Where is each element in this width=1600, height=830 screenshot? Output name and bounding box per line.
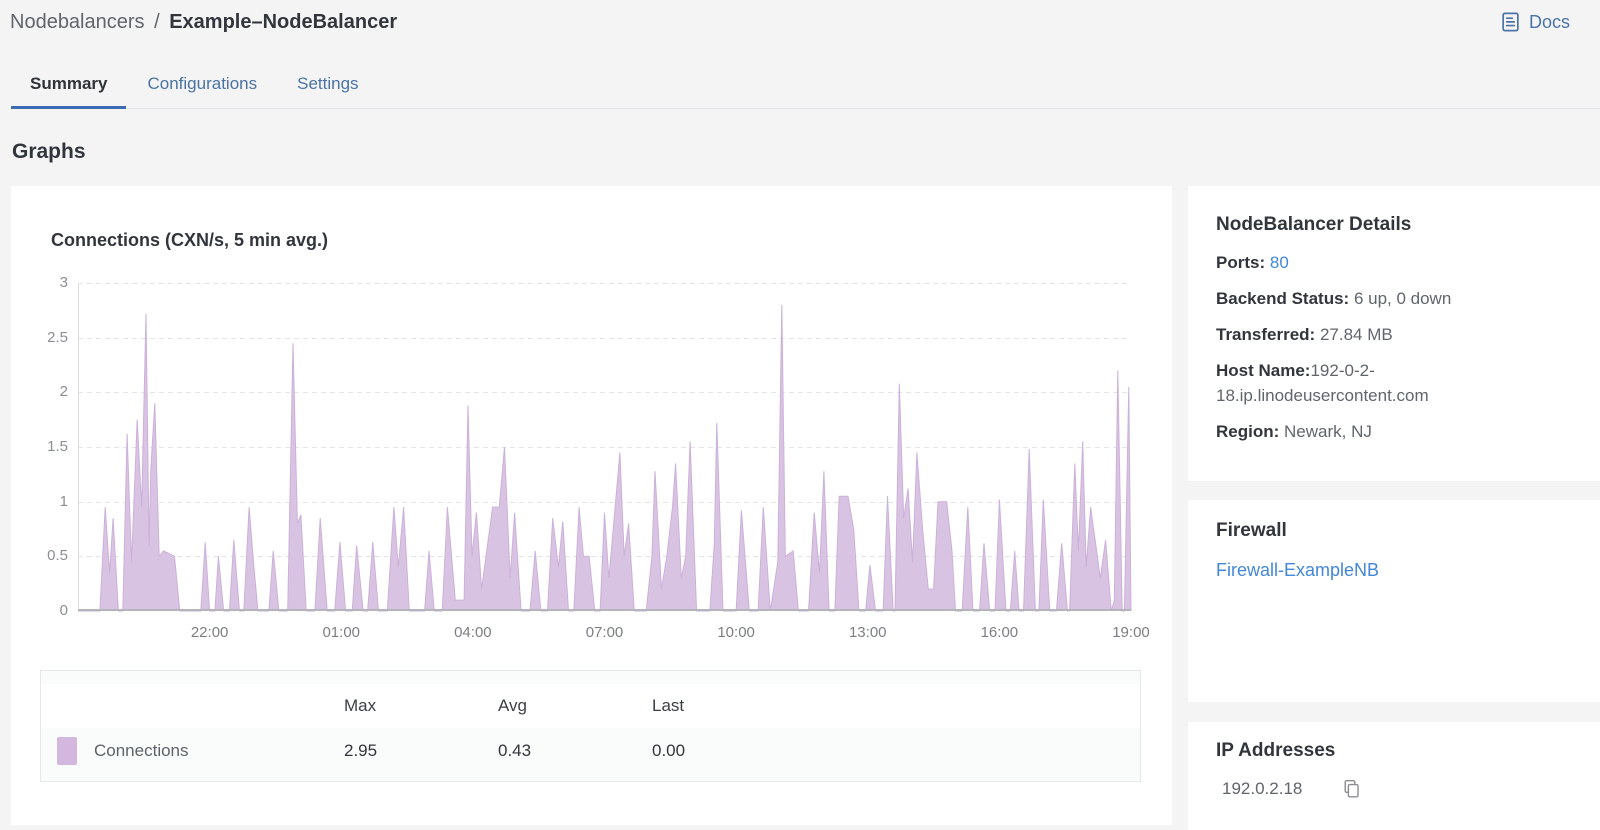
legend-value-max: 2.95 [344,741,378,760]
x-tick-label: 13:00 [848,624,887,641]
x-tick-label: 22:00 [190,624,229,641]
backend-status-value: 6 up, 0 down [1353,289,1452,308]
docs-label: Docs [1528,11,1570,32]
chart-plot-area [78,283,1132,612]
legend-header: Max Avg Last [41,684,1140,728]
ip-address-value: 192.0.2.18 [1222,779,1303,798]
transferred-label: Transferred: [1216,325,1316,344]
detail-row-transferred: Transferred: 27.84 MB [1216,322,1572,347]
x-tick-label: 01:00 [322,624,361,641]
x-tick-label: 07:00 [585,624,624,641]
docs-link[interactable]: Docs [1500,11,1570,33]
host-name-value: 192-0-2-18.ip.linodeusercontent.com [1216,361,1429,405]
ip-address-row: 192.0.2.18 [1216,779,1572,799]
chart-title: Connections (CXN/s, 5 min avg.) [51,230,329,250]
firewall-card-title: Firewall [1216,520,1287,541]
legend-column-max: Max [344,696,377,715]
legend-row-connections[interactable]: Connections 2.95 0.43 0.00 [41,728,1140,774]
detail-row-region: Region: Newark, NJ [1216,419,1572,444]
y-tick-label: 0 [59,602,68,619]
details-card-title: NodeBalancer Details [1216,214,1412,235]
x-tick-label: 19:00 [1112,624,1150,641]
transferred-value: 27.84 MB [1319,325,1393,344]
tab-bar: Summary Configurations Settings [11,62,1600,109]
tab-configurations[interactable]: Configurations [147,74,258,93]
nodebalancer-details-card: NodeBalancer Details Ports: 80 Backend S… [1188,186,1600,481]
chart-legend: Max Avg Last Connections 2.95 0.43 0.00 [40,670,1141,782]
detail-row-host-name: Host Name:192-0-2-18.ip.linodeuserconten… [1216,358,1572,408]
copy-icon [1344,780,1360,798]
breadcrumb-separator: / [154,11,160,33]
region-value: Newark, NJ [1284,422,1372,441]
legend-series-name: Connections [94,741,189,760]
breadcrumb: Nodebalancers / Example–NodeBalancer [10,8,397,36]
detail-row-ports: Ports: 80 [1216,250,1572,275]
copy-ip-button[interactable] [1342,779,1361,799]
ip-addresses-card: IP Addresses 192.0.2.18 [1188,722,1600,830]
region-label: Region: [1216,422,1280,441]
legend-swatch [57,737,77,765]
x-tick-label: 10:00 [717,624,755,641]
tab-settings[interactable]: Settings [297,74,359,93]
y-tick-label: 0.5 [47,547,68,565]
detail-row-backend-status: Backend Status: 6 up, 0 down [1216,286,1572,311]
host-name-label: Host Name: [1216,361,1311,380]
y-tick-label: 1 [59,492,68,510]
legend-column-last: Last [652,696,685,715]
firewall-link[interactable]: Firewall-ExampleNB [1216,560,1380,580]
y-tick-label: 2.5 [47,328,68,346]
y-tick-label: 2 [59,383,68,401]
firewall-card: Firewall Firewall-ExampleNB [1188,500,1600,702]
x-tick-label: 16:00 [980,624,1019,641]
ports-label: Ports: [1216,253,1266,272]
x-tick-label: 04:00 [454,624,492,641]
legend-value-last: 0.00 [652,741,686,760]
breadcrumb-current-page: Example–NodeBalancer [169,11,398,33]
ip-card-title: IP Addresses [1216,740,1336,761]
breadcrumb-link-nodebalancers[interactable]: Nodebalancers [10,11,145,33]
docs-icon [1502,12,1519,32]
legend-value-avg: 0.43 [498,741,532,760]
connections-chart-card: Connections (CXN/s, 5 min avg.) 0 0.5 1 1.5… [11,186,1172,825]
legend-column-avg: Avg [498,696,527,715]
y-tick-label: 1.5 [47,438,68,455]
port-80-link[interactable]: 80 [1269,253,1289,272]
backend-status-label: Backend Status: [1216,289,1350,308]
graphs-section-heading: Graphs [12,140,86,163]
y-tick-label: 3 [59,274,68,291]
tab-summary[interactable]: Summary [11,62,127,109]
connections-chart: 0 0.5 1 1.5 2 2.5 3 22:00 01:00 04:00 07:00 10:00 1… [47,274,1150,641]
